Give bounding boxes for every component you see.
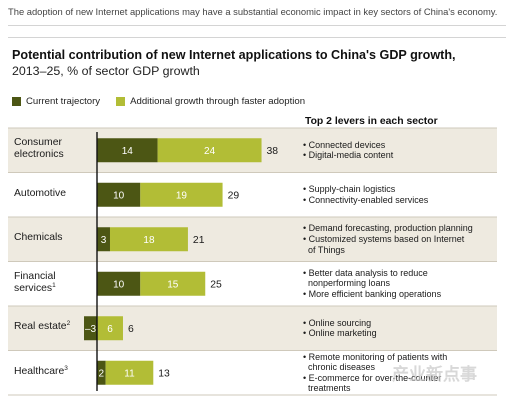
lever-item: treatments <box>303 383 351 394</box>
lever-item: • Remote monitoring of patients with <box>303 351 448 362</box>
total-label: 13 <box>158 368 170 379</box>
sector-label: Financial services1 <box>14 271 56 295</box>
legend-label-current: Current trajectory <box>26 95 101 107</box>
lever-item: • Better data analysis to reduce <box>303 267 428 278</box>
bar-current <box>97 182 141 207</box>
lever-item: nonperforming loans <box>303 278 391 289</box>
lever-list: • Better data analysis to reduce nonperf… <box>303 268 503 300</box>
lever-item: • Customized systems based on Internet <box>303 233 465 244</box>
total-label: 29 <box>228 190 240 201</box>
lever-item: • Connected devices <box>303 139 386 150</box>
header-divider <box>8 37 506 38</box>
sector-label-line: Real estate2 <box>14 320 71 333</box>
bar-label-additional: 19 <box>176 190 188 201</box>
bar-label-current: 14 <box>122 146 134 157</box>
intro-divider <box>8 25 506 26</box>
lever-item: • Online sourcing <box>303 317 372 328</box>
sector-label-line: Chemicals <box>14 232 63 244</box>
intro-text: The adoption of new Internet application… <box>8 6 498 17</box>
sector-label: Automotive <box>14 188 66 200</box>
row-band <box>8 217 497 262</box>
bar-additional <box>140 182 223 207</box>
bar-label-current: –3 <box>85 324 97 335</box>
sector-label: Healthcare3 <box>14 364 68 378</box>
lever-item: • Supply-chain logistics <box>303 184 396 195</box>
sector-label: Chemicals <box>14 232 63 244</box>
sector-label-line: Automotive <box>14 187 66 199</box>
bar-label-current: 10 <box>113 190 125 201</box>
footnote-marker: 2 <box>66 320 71 328</box>
lever-list: • Demand forecasting, production plannin… <box>303 223 503 255</box>
bar-additional <box>157 138 262 163</box>
bar-label-additional: 15 <box>167 279 179 290</box>
bar-additional <box>97 316 123 341</box>
bar-label-additional: 11 <box>124 368 135 379</box>
total-label: 21 <box>193 235 205 246</box>
sector-label: Consumer electronics <box>14 137 64 161</box>
sector-label-line: Consumer <box>14 137 62 149</box>
bar-label-current: 2 <box>99 368 105 379</box>
lever-item: • Online marketing <box>303 328 377 339</box>
bar-label-additional: 24 <box>204 146 216 157</box>
bar-current <box>97 138 158 163</box>
watermark: 产业新点事 <box>392 365 477 384</box>
bar-label-current: 10 <box>113 279 125 290</box>
lever-list: • Connected devices • Digital-media conte… <box>303 140 503 161</box>
total-label: 38 <box>267 146 279 157</box>
bar-current <box>97 227 110 252</box>
sector-label-line: Financial <box>14 270 56 282</box>
levers-header: Top 2 levers in each sector <box>305 116 438 127</box>
legend-swatch-current <box>12 96 21 106</box>
bar-current <box>84 316 97 341</box>
lever-item: • Digital-media content <box>303 150 394 161</box>
bar-label-additional: 18 <box>143 235 155 246</box>
legend-label-additional: Additional growth through faster adoptio… <box>130 95 306 107</box>
lever-item: of Things <box>303 244 345 255</box>
bar-current <box>97 360 106 385</box>
footnote-marker: 3 <box>64 364 68 372</box>
lever-item: • More efficient banking operations <box>303 289 442 300</box>
lever-item: • Demand forecasting, production plannin… <box>303 223 473 234</box>
bar-additional <box>140 271 206 296</box>
lever-list: • Remote monitoring of patients with chr… <box>303 352 503 394</box>
lever-list: • Online sourcing • Online marketing <box>303 318 503 339</box>
legend-swatch-additional <box>116 96 126 106</box>
chart-title: Potential contribution of new Internet a… <box>12 48 456 62</box>
sector-label: Real estate2 <box>14 321 70 333</box>
chart-subtitle: 2013–25, % of sector GDP growth <box>12 64 200 78</box>
lever-list: • Supply-chain logistics • Connectivity-e… <box>303 184 503 205</box>
total-label: 25 <box>210 279 222 290</box>
total-label: 6 <box>128 324 134 335</box>
legend: Current trajectory Additional growth thr… <box>12 94 321 108</box>
lever-item: chronic diseases <box>303 362 376 373</box>
sector-label-line: electronics <box>14 149 64 161</box>
bar-additional <box>109 227 188 252</box>
sector-label-line: Healthcare3 <box>14 364 68 377</box>
bar-label-current: 3 <box>101 235 107 246</box>
bar-additional <box>105 360 154 385</box>
lever-item: • E-commerce for over-the-counter <box>303 372 442 383</box>
sector-label-line: services1 <box>14 281 56 294</box>
footnote-marker: 1 <box>52 281 56 289</box>
bar-label-additional: 6 <box>107 324 113 335</box>
bar-current <box>97 271 141 296</box>
lever-item: • Connectivity-enabled services <box>303 194 429 205</box>
